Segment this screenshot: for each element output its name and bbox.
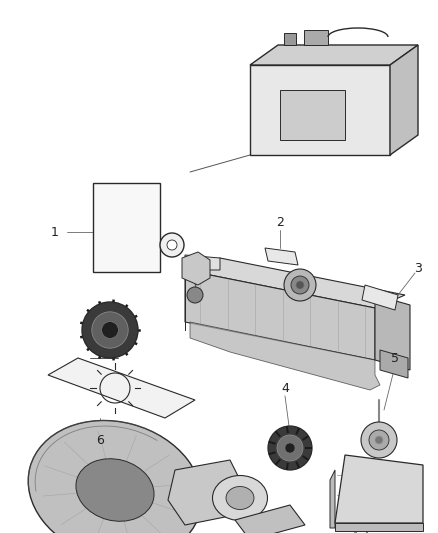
Text: 4: 4 xyxy=(281,382,289,394)
Circle shape xyxy=(160,233,184,257)
Circle shape xyxy=(361,422,397,458)
Polygon shape xyxy=(280,90,345,140)
Polygon shape xyxy=(380,350,408,378)
Circle shape xyxy=(285,443,295,453)
Circle shape xyxy=(268,426,312,470)
Text: 6: 6 xyxy=(96,433,104,447)
Polygon shape xyxy=(185,270,375,360)
Circle shape xyxy=(291,276,309,294)
Circle shape xyxy=(296,281,304,289)
Ellipse shape xyxy=(28,421,202,533)
Ellipse shape xyxy=(76,459,154,521)
Circle shape xyxy=(82,302,138,358)
Polygon shape xyxy=(250,65,390,155)
Polygon shape xyxy=(284,33,296,45)
Circle shape xyxy=(375,436,383,444)
Ellipse shape xyxy=(212,475,268,521)
Polygon shape xyxy=(375,295,410,370)
Polygon shape xyxy=(390,45,418,155)
Text: 1: 1 xyxy=(51,225,59,238)
Polygon shape xyxy=(190,322,380,390)
Polygon shape xyxy=(182,252,210,285)
Polygon shape xyxy=(265,248,298,265)
Text: 3: 3 xyxy=(414,262,422,274)
Circle shape xyxy=(369,430,389,450)
Circle shape xyxy=(284,269,316,301)
Circle shape xyxy=(277,435,303,461)
Circle shape xyxy=(102,321,118,338)
Text: 5: 5 xyxy=(391,351,399,365)
Circle shape xyxy=(187,287,203,303)
Ellipse shape xyxy=(226,487,254,510)
Polygon shape xyxy=(335,523,423,531)
Polygon shape xyxy=(185,258,405,308)
Text: 2: 2 xyxy=(276,216,284,230)
Polygon shape xyxy=(235,505,305,533)
Polygon shape xyxy=(250,45,418,65)
Circle shape xyxy=(167,240,177,250)
Polygon shape xyxy=(304,30,328,45)
Circle shape xyxy=(92,312,128,348)
Polygon shape xyxy=(185,255,220,270)
Polygon shape xyxy=(330,470,335,528)
Polygon shape xyxy=(362,285,398,310)
Polygon shape xyxy=(168,460,245,525)
Polygon shape xyxy=(93,183,160,272)
Polygon shape xyxy=(48,358,195,418)
Polygon shape xyxy=(335,455,423,523)
